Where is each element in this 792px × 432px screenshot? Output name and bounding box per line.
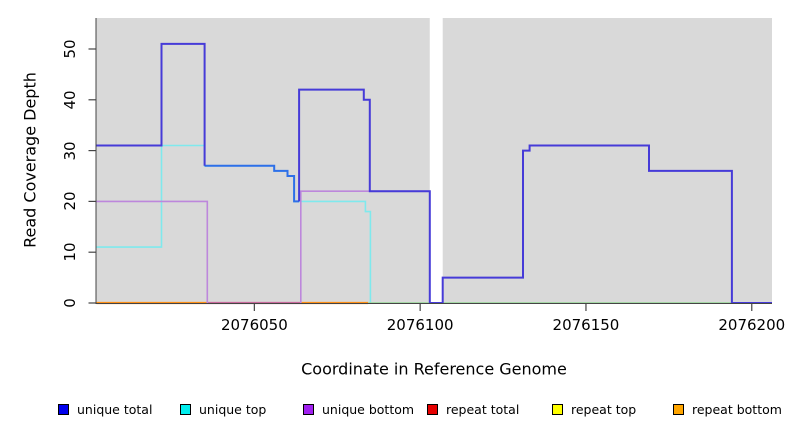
legend-item-repeat-total: repeat total xyxy=(427,401,520,417)
legend-label: unique top xyxy=(199,401,267,417)
y-tick-label: 30 xyxy=(61,141,79,161)
coverage-gap-column xyxy=(429,18,443,303)
x-tick-label: 2076100 xyxy=(386,316,454,334)
legend-swatch-icon xyxy=(552,403,563,415)
legend-swatch-icon xyxy=(303,403,314,415)
legend-item-repeat-top: repeat top xyxy=(552,401,637,417)
legend-swatch-icon xyxy=(58,403,69,415)
legend-label: unique bottom xyxy=(322,401,415,417)
x-axis-title: Coordinate in Reference Genome xyxy=(301,359,567,379)
legend-swatch-icon xyxy=(180,403,191,415)
series-unique-total-over-top-blend xyxy=(204,164,300,203)
y-tick-label: 10 xyxy=(61,242,79,262)
legend-label: repeat total xyxy=(446,401,520,417)
legend-label: unique total xyxy=(77,401,153,417)
x-tick-label: 2076150 xyxy=(552,316,620,334)
legend-item-unique-top: unique top xyxy=(180,401,267,417)
y-tick-label: 40 xyxy=(61,90,79,110)
x-tick-label: 2076200 xyxy=(718,316,786,334)
series-unique-bottom-left xyxy=(96,200,209,303)
legend-label: repeat bottom xyxy=(692,401,782,417)
legend-label: repeat top xyxy=(571,401,637,417)
legend-item-repeat-bottom: repeat bottom xyxy=(673,401,782,417)
legend-swatch-icon xyxy=(427,403,438,415)
y-tick-label: 0 xyxy=(61,298,79,308)
legend-item-unique-bottom: unique bottom xyxy=(303,401,415,417)
y-tick-label: 50 xyxy=(61,39,79,59)
y-tick-label: 20 xyxy=(61,191,79,211)
series-unique-total-left xyxy=(96,42,206,166)
legend-swatch-icon xyxy=(673,403,684,415)
x-tick-label: 2076050 xyxy=(220,316,288,334)
legend-item-unique-total: unique total xyxy=(58,401,153,417)
series-unique-total-right xyxy=(298,88,772,304)
y-axis-title: Read Coverage Depth xyxy=(20,72,40,248)
